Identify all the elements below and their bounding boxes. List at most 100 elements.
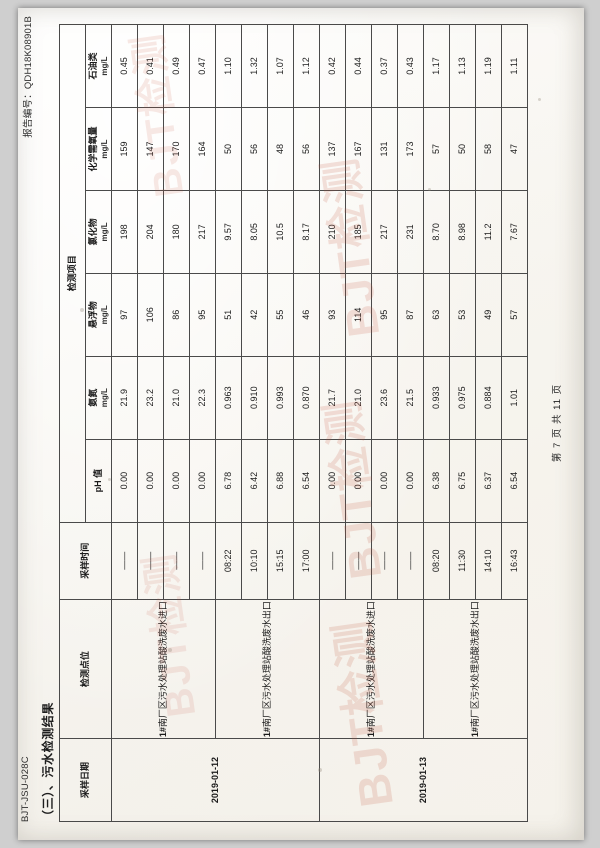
cell-chloride: 204 — [137, 190, 164, 274]
cell-sample-time: —— — [397, 522, 424, 600]
cell-ammonia: 0.870 — [293, 356, 320, 440]
cell-sample-time: —— — [371, 522, 398, 600]
cell-cod: 56 — [293, 107, 320, 191]
cell-petroleum: 0.49 — [163, 24, 190, 108]
water-test-results-table: 采样日期 检测点位 采样时间 检测项目 pH 值 氨氮 mg/L 悬浮物 mg/L … — [59, 24, 528, 822]
cell-cod: 164 — [189, 107, 216, 191]
cell-ammonia: 0.975 — [449, 356, 476, 440]
cell-sample-point-port: 水出口 — [470, 601, 481, 629]
cell-cod: 58 — [475, 107, 502, 191]
cell-chloride: 231 — [397, 190, 424, 274]
cell-suspended-solids: 53 — [449, 273, 476, 357]
cell-sample-point-index: 1# — [158, 727, 169, 738]
col-header-cod: 化学需氧量 mg/L — [85, 107, 112, 191]
report-number-label: 报告编号： — [23, 89, 34, 138]
cell-petroleum: 1.17 — [423, 24, 450, 108]
cell-suspended-solids: 87 — [397, 273, 424, 357]
cell-cod: 50 — [449, 107, 476, 191]
table-group-header-row: 采样日期 检测点位 采样时间 检测项目 — [59, 24, 112, 822]
cell-sample-point-index: 1# — [470, 727, 481, 738]
rotated-page-content: BJT-JSU-028C 报告编号：QDH18K08901B （三）、污水检测结… — [18, 8, 584, 838]
cell-cod: 173 — [397, 107, 424, 191]
cell-ph: 6.88 — [267, 439, 294, 523]
cell-suspended-solids: 49 — [475, 273, 502, 357]
cell-suspended-solids: 106 — [137, 273, 164, 357]
form-code: BJT-JSU-028C — [20, 756, 31, 822]
cell-ph: 6.54 — [501, 439, 528, 523]
cell-suspended-solids: 97 — [111, 273, 138, 357]
page-header: BJT-JSU-028C 报告编号：QDH18K08901B — [18, 8, 40, 838]
cell-petroleum: 0.42 — [319, 24, 346, 108]
cell-chloride: 9.57 — [215, 190, 242, 274]
cell-cod: 50 — [215, 107, 242, 191]
cell-ph: 0.00 — [371, 439, 398, 523]
col-header-point: 检测点位 — [59, 599, 112, 739]
cell-chloride: 8.05 — [241, 190, 268, 274]
cell-suspended-solids: 46 — [293, 273, 320, 357]
cell-sample-point-desc: 南厂区污水处理站酸洗废 — [366, 628, 377, 728]
cell-ph: 6.38 — [423, 439, 450, 523]
col-header-time: 采样时间 — [59, 522, 112, 600]
cell-chloride: 217 — [371, 190, 398, 274]
cell-sample-time: 10:10 — [241, 522, 268, 600]
cell-ammonia: 23.2 — [137, 356, 164, 440]
cell-ammonia: 23.6 — [371, 356, 398, 440]
cell-ph: 0.00 — [319, 439, 346, 523]
cell-sample-time: —— — [189, 522, 216, 600]
cell-chloride: 8.98 — [449, 190, 476, 274]
cell-petroleum: 1.32 — [241, 24, 268, 108]
cell-sample-date: 2019-01-12 — [111, 738, 320, 822]
cell-cod: 56 — [241, 107, 268, 191]
table-row: 1#南厂区污水处理站酸洗废水出口 08:20 6.38 0.933 63 8.70 57 1.… — [423, 24, 528, 822]
col-header-chloride-unit: mg/L — [99, 222, 109, 242]
cell-sample-point-desc: 南厂区污水处理站酸洗废 — [262, 628, 273, 728]
cell-petroleum: 1.07 — [267, 24, 294, 108]
cell-cod: 147 — [137, 107, 164, 191]
cell-cod: 159 — [111, 107, 138, 191]
table-body: 2019-01-12 1#南厂区污水处理站酸洗废水进口 —— 0.00 21.9 97 19… — [111, 24, 528, 822]
cell-cod: 57 — [423, 107, 450, 191]
cell-cod: 137 — [319, 107, 346, 191]
scan-speck — [108, 478, 111, 481]
col-header-ammonia-label: 氨氮 — [88, 388, 99, 407]
cell-sample-point: 1#南厂区污水处理站酸洗废水进口 — [319, 599, 424, 739]
cell-ammonia: 22.3 — [189, 356, 216, 440]
cell-petroleum: 1.10 — [215, 24, 242, 108]
cell-sample-time: 16:43 — [501, 522, 528, 600]
cell-chloride: 8.17 — [293, 190, 320, 274]
cell-suspended-solids: 51 — [215, 273, 242, 357]
cell-petroleum: 1.13 — [449, 24, 476, 108]
cell-sample-time: —— — [111, 522, 138, 600]
cell-sample-point-port: 水进口 — [366, 601, 377, 629]
cell-petroleum: 0.43 — [397, 24, 424, 108]
cell-suspended-solids: 57 — [501, 273, 528, 357]
scan-speck — [428, 188, 431, 191]
cell-ph: 0.00 — [111, 439, 138, 523]
cell-petroleum: 1.12 — [293, 24, 320, 108]
cell-petroleum: 0.47 — [189, 24, 216, 108]
cell-sample-point-port: 水出口 — [262, 601, 273, 629]
cell-sample-time: 08:20 — [423, 522, 450, 600]
section-title: （三）、污水检测结果 — [41, 701, 55, 822]
cell-suspended-solids: 55 — [267, 273, 294, 357]
scan-speck — [538, 98, 541, 101]
cell-sample-time: 15:15 — [267, 522, 294, 600]
col-header-chloride-label: 氯化物 — [88, 218, 99, 246]
col-header-ammonia: 氨氮 mg/L — [85, 356, 112, 440]
cell-suspended-solids: 95 — [189, 273, 216, 357]
cell-sample-point: 1#南厂区污水处理站酸洗废水出口 — [215, 599, 320, 739]
col-header-date: 采样日期 — [59, 738, 112, 822]
col-header-chloride: 氯化物 mg/L — [85, 190, 112, 274]
col-header-ss-unit: mg/L — [99, 305, 109, 325]
cell-chloride: 217 — [189, 190, 216, 274]
cell-sample-point-index: 1# — [366, 727, 377, 738]
cell-ammonia: 21.0 — [345, 356, 372, 440]
cell-petroleum: 0.37 — [371, 24, 398, 108]
cell-ph: 0.00 — [189, 439, 216, 523]
table-row: 2019-01-12 1#南厂区污水处理站酸洗废水进口 —— 0.00 21.9 97 19… — [111, 24, 320, 822]
cell-ph: 0.00 — [163, 439, 190, 523]
cell-sample-time: 17:00 — [293, 522, 320, 600]
col-header-ss: 悬浮物 mg/L — [85, 273, 112, 357]
cell-ph: 6.78 — [215, 439, 242, 523]
cell-sample-point-desc: 南厂区污水处理站酸洗废 — [470, 628, 481, 728]
